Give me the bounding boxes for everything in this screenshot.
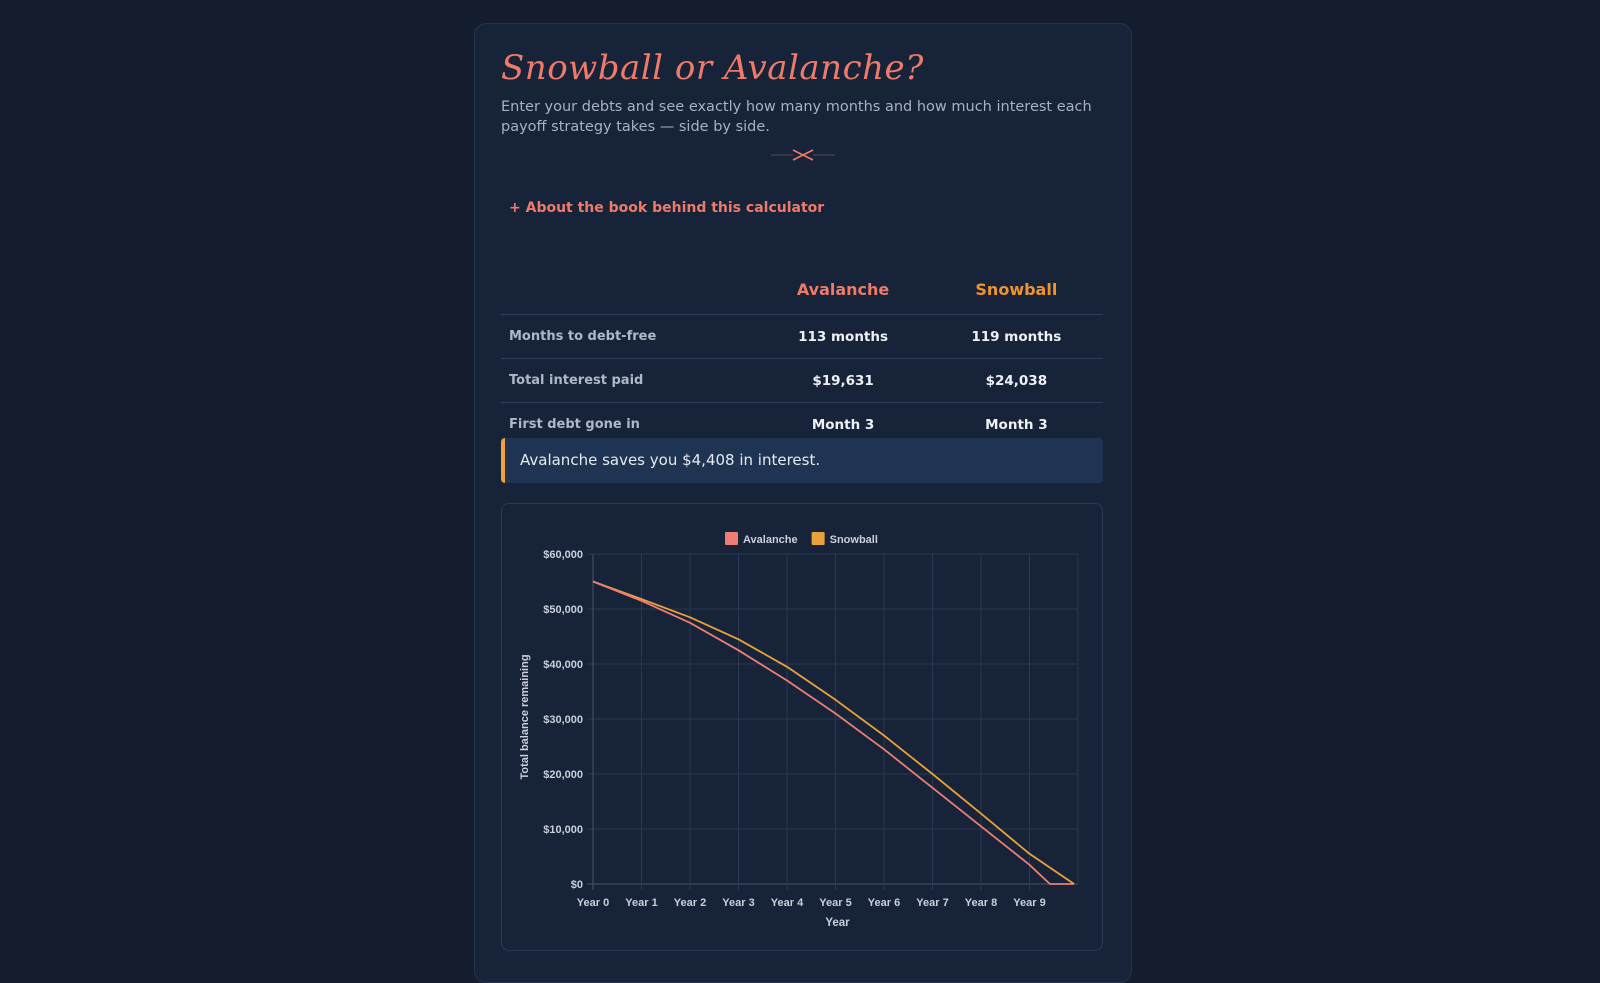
page-subtitle: Enter your debts and see exactly how man… (501, 99, 1092, 135)
legend-label-snowball: Snowball (830, 534, 878, 546)
savings-callout: Avalanche saves you $4,408 in interest. (501, 438, 1103, 483)
empty-header (501, 264, 757, 315)
bow-ornament-icon (771, 149, 835, 161)
series-line-avalanche (592, 580, 1075, 885)
table-row: Months to debt-free 113 months 119 month… (501, 314, 1103, 359)
x-tick-label: Year 6 (868, 897, 900, 909)
legend-label-avalanche: Avalanche (743, 534, 798, 546)
x-tick-label: Year 8 (965, 897, 997, 909)
row-label: Months to debt-free (501, 314, 757, 359)
y-tick-label: $0 (571, 879, 583, 891)
x-tick-label: Year 0 (577, 897, 609, 909)
x-tick-label: Year 4 (771, 897, 804, 909)
y-tick-label: $50,000 (543, 604, 583, 616)
x-tick-label: Year 2 (674, 897, 706, 909)
y-tick-label: $40,000 (543, 659, 583, 671)
series-line-snowball (592, 580, 1075, 885)
y-axis-title: Total balance remaining (519, 654, 531, 779)
snowball-value: $24,038 (929, 358, 1103, 403)
y-tick-label: $60,000 (543, 549, 583, 561)
x-tick-label: Year 5 (819, 897, 851, 909)
comparison-table: Avalanche Snowball Months to debt-free 1… (501, 264, 1103, 447)
legend-swatch-avalanche (725, 532, 738, 545)
page-title: Snowball or Avalanche? (501, 48, 924, 88)
calculator-card: Snowball or Avalanche? Enter your debts … (474, 23, 1132, 983)
x-axis-title: Year (825, 917, 850, 929)
table-row: Total interest paid $19,631 $24,038 (501, 358, 1103, 403)
avalanche-header: Avalanche (756, 264, 930, 315)
y-tick-label: $10,000 (543, 824, 583, 836)
snowball-header: Snowball (929, 264, 1103, 315)
snowball-value: 119 months (929, 314, 1103, 359)
y-tick-label: $20,000 (543, 769, 583, 781)
x-tick-label: Year 7 (916, 897, 948, 909)
x-tick-label: Year 9 (1013, 897, 1045, 909)
balance-chart-panel: $0 $10,000 $20,000 $30,000 $40,000 $50,000 $60… (501, 503, 1103, 951)
balance-line-chart: $0 $10,000 $20,000 $30,000 $40,000 $50,000 $60… (519, 532, 1079, 929)
avalanche-value: $19,631 (756, 358, 930, 403)
legend-swatch-snowball (811, 532, 825, 545)
avalanche-value: 113 months (756, 314, 930, 359)
row-label: Total interest paid (501, 358, 757, 403)
comparison-header-row: Avalanche Snowball (501, 264, 1103, 315)
x-tick-label: Year 3 (722, 897, 754, 909)
x-tick-label: Year 1 (625, 897, 657, 909)
y-tick-label: $30,000 (543, 714, 583, 726)
about-book-toggle[interactable]: + About the book behind this calculator (509, 200, 825, 216)
